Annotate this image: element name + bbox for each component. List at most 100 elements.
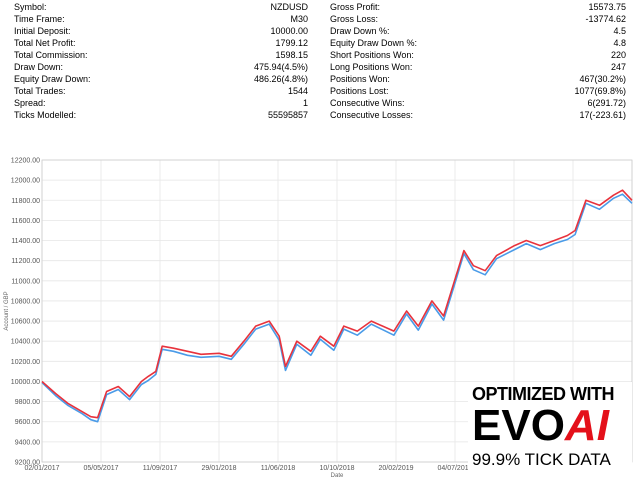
y-tick-label: 12200.00 (11, 158, 40, 165)
stat-label: Spread: (14, 98, 46, 108)
stat-value: 1077(69.8%) (574, 86, 626, 96)
stat-row: Spread: 1 (14, 97, 308, 109)
chart-series (41, 189, 633, 423)
stat-value: 6(291.72) (587, 98, 626, 108)
y-tick-label: 10600.00 (11, 319, 40, 326)
y-tick-label: 11200.00 (11, 258, 40, 265)
y-tick-label: 12000.00 (11, 178, 40, 185)
stat-label: Total Net Profit: (14, 38, 76, 48)
y-tick-label: 11800.00 (11, 198, 40, 205)
stat-label: Short Positions Won: (330, 50, 414, 60)
badge-logo-ai: AI (564, 401, 609, 450)
stat-row: Equity Draw Down: 486.26(4.8%) (14, 73, 308, 85)
stat-row: Equity Draw Down %: 4.8 (330, 37, 626, 49)
stat-value: 486.26(4.8%) (253, 74, 308, 84)
stat-label: Draw Down %: (330, 26, 390, 36)
y-tick-label: 11600.00 (11, 218, 40, 225)
stat-label: Positions Won: (330, 74, 390, 84)
stat-row: Consecutive Wins: 6(291.72) (330, 97, 626, 109)
stat-value: 10000.00 (270, 26, 308, 36)
stat-value: 1598.15 (275, 50, 308, 60)
stat-label: Positions Lost: (330, 86, 389, 96)
stat-row: Total Trades: 1544 (14, 85, 308, 97)
stat-value: 4.8 (613, 38, 626, 48)
y-tick-label: 9400.00 (15, 439, 40, 446)
grid-lines (41, 159, 633, 463)
x-axis-label: Date (331, 473, 344, 479)
stat-row: Ticks Modelled: 55595857 (14, 109, 308, 121)
stat-value: NZDUSD (270, 2, 309, 12)
stat-value: 55595857 (267, 110, 308, 120)
y-tick-label: 10000.00 (11, 379, 40, 386)
stat-value: 4.5 (613, 26, 626, 36)
evoai-badge: OPTIMIZED WITH EVOAI 99.9% TICK DATA (468, 382, 632, 472)
y-tick-label: 9200.00 (15, 460, 40, 467)
y-tick-label: 11000.00 (11, 278, 40, 285)
stat-label: Symbol: (14, 2, 47, 12)
x-tick-label: 20/02/2019 (378, 465, 413, 472)
stat-row: Positions Won: 467(30.2%) (330, 73, 626, 85)
x-tick-label: 11/09/2017 (143, 465, 178, 472)
stat-row: Total Commission: 1598.15 (14, 49, 308, 61)
x-tick-label: 05/05/2017 (83, 465, 118, 472)
stat-value: 475.94(4.5%) (253, 62, 308, 72)
badge-tick-data-text: 99.9% TICK DATA (472, 450, 611, 469)
stat-value: 15573.75 (588, 2, 626, 12)
equity-chart: 9200.00 9400.00 9600.00 9800.00 10000.00 1020… (4, 158, 633, 479)
stat-value: M30 (290, 14, 308, 24)
stat-row: Draw Down %: 4.5 (330, 25, 626, 37)
y-axis-label: Account / GBP (4, 291, 10, 330)
y-tick-label: 11400.00 (11, 238, 40, 245)
stat-label: Equity Draw Down: (14, 74, 91, 84)
stat-value: -13774.62 (585, 14, 626, 24)
stat-label: Initial Deposit: (14, 26, 71, 36)
stat-row: Initial Deposit: 10000.00 (14, 25, 308, 37)
x-tick-label: 29/01/2018 (201, 465, 236, 472)
y-tick-label: 9600.00 (15, 419, 40, 426)
stat-row: Gross Loss: -13774.62 (330, 13, 626, 25)
stat-row: Symbol: NZDUSD (14, 1, 308, 13)
stat-label: Draw Down: (14, 62, 64, 72)
plot-frame (41, 159, 633, 463)
badge-logo-evo: EVO (472, 401, 565, 450)
stat-label: Consecutive Wins: (330, 98, 405, 108)
stat-label: Total Commission: (14, 50, 88, 60)
stat-label: Long Positions Won: (330, 62, 413, 72)
stat-value: 17(-223.61) (579, 110, 626, 120)
x-tick-label: 04/07/2019 (437, 465, 472, 472)
stat-value: 1544 (287, 86, 308, 96)
stat-label: Equity Draw Down %: (330, 38, 418, 48)
stat-label: Total Trades: (14, 86, 66, 96)
stat-value: 467(30.2%) (579, 74, 626, 84)
y-tick-label: 10400.00 (11, 339, 40, 346)
x-tick-label: 02/01/2017 (24, 465, 59, 472)
stat-row: Gross Profit: 15573.75 (330, 1, 626, 13)
stat-row: Time Frame: M30 (14, 13, 308, 25)
stat-row: Positions Lost: 1077(69.8%) (330, 85, 626, 97)
stat-value: 1 (302, 98, 308, 108)
badge-optimized-text: OPTIMIZED WITH (472, 384, 614, 404)
stat-value: 1799.12 (275, 38, 308, 48)
stat-label: Gross Loss: (330, 14, 379, 24)
equity-line (41, 193, 633, 423)
y-tick-label: 10200.00 (11, 359, 40, 366)
y-tick-labels: 9200.00 9400.00 9600.00 9800.00 10000.00 1020… (11, 158, 40, 467)
stat-row: Total Net Profit: 1799.12 (14, 37, 308, 49)
stat-row: Draw Down: 475.94(4.5%) (14, 61, 308, 73)
stat-value: 220 (610, 50, 626, 60)
x-tick-label: 11/06/2018 (261, 465, 296, 472)
stat-row: Long Positions Won: 247 (330, 61, 626, 73)
stat-row: Consecutive Losses: 17(-223.61) (330, 109, 626, 121)
balance-line (41, 189, 633, 419)
stat-label: Time Frame: (14, 14, 65, 24)
stat-label: Gross Profit: (330, 2, 381, 12)
y-tick-label: 10800.00 (11, 298, 40, 305)
y-tick-label: 9800.00 (15, 399, 40, 406)
stat-row: Short Positions Won: 220 (330, 49, 626, 61)
badge-logo: EVOAI (472, 404, 609, 448)
report-summary: Symbol: NZDUSD Time Frame: M30 Initial Depos… (0, 0, 640, 124)
stat-label: Consecutive Losses: (330, 110, 414, 120)
stat-label: Ticks Modelled: (14, 110, 77, 120)
stat-value: 247 (610, 62, 626, 72)
x-tick-label: 10/10/2018 (319, 465, 354, 472)
